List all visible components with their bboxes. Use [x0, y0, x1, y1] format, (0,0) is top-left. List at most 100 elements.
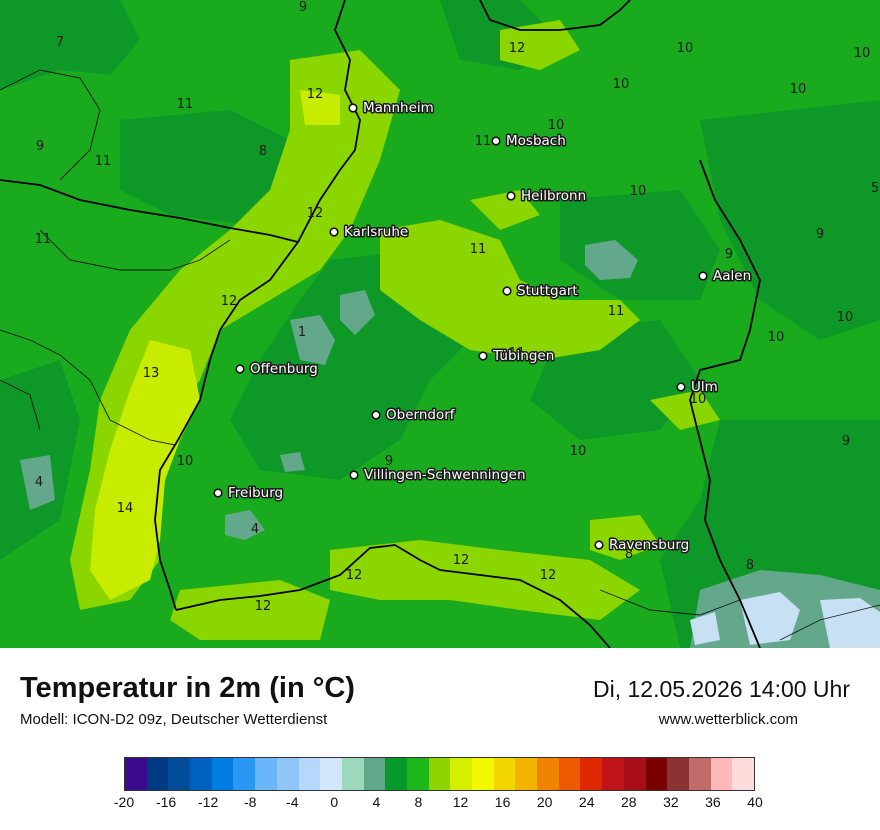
city-marker[interactable]: Mosbach: [491, 132, 567, 151]
isoline-value: 12: [453, 553, 470, 568]
city-label: Villingen-Schwenningen: [364, 467, 526, 483]
city-marker[interactable]: Ravensburg: [594, 536, 691, 555]
city-marker[interactable]: Stuttgart: [502, 282, 579, 301]
isoline-value: 12: [255, 599, 272, 614]
isoline-value: 10: [768, 330, 785, 345]
website-link[interactable]: www.wetterblick.com: [658, 711, 798, 728]
city-dot: [349, 470, 359, 480]
scale-tick-label: 20: [536, 794, 553, 810]
city-dot: [478, 351, 488, 361]
scale-tick-label: 12: [452, 794, 469, 810]
isoline-value: 9: [816, 227, 824, 242]
map-title: Temperatur in 2m (in °C): [20, 672, 355, 704]
scale-tick-label: 24: [578, 794, 595, 810]
city-label: Stuttgart: [517, 283, 578, 299]
scale-tick-label: -16: [155, 794, 177, 810]
scale-swatch: [710, 758, 733, 790]
temperature-map: 9 7 12 10 10 12 10 10 11 10 11 9 8 11 5 10 12 11 9 11 9 12 11 1…: [0, 0, 880, 648]
city-marker[interactable]: Oberndorf: [371, 406, 457, 425]
scale-swatch: [515, 758, 538, 790]
scale-swatch: [276, 758, 299, 790]
scale-swatch: [146, 758, 169, 790]
scale-swatch: [450, 758, 472, 790]
isoline-value: 12: [509, 41, 526, 56]
isoline-value: 10: [177, 454, 194, 469]
border-lines: [0, 0, 761, 648]
city-label: Ulm: [691, 379, 718, 395]
city-marker[interactable]: Offenburg: [235, 360, 319, 379]
city-dot: [348, 103, 358, 113]
city-dot: [235, 364, 245, 374]
city-label: Karlsruhe: [344, 224, 408, 240]
scale-swatch: [558, 758, 581, 790]
city-dot: [329, 227, 339, 237]
city-dot: [506, 191, 516, 201]
isoline-value: 11: [177, 97, 194, 112]
scale-swatch: [645, 758, 668, 790]
city-label: Mosbach: [506, 133, 566, 149]
scale-tick-label: -4: [286, 794, 299, 810]
color-scale: [124, 757, 755, 791]
isoline-value: 1: [298, 325, 306, 340]
city-dot: [213, 488, 223, 498]
scale-swatch: [320, 758, 342, 790]
model-info: Modell: ICON-D2 09z, Deutscher Wetterdie…: [20, 711, 328, 728]
city-dot: [698, 271, 708, 281]
isoline-value: 11: [35, 232, 52, 247]
isoline-value: 10: [677, 41, 694, 56]
scale-swatch: [385, 758, 407, 790]
isoline-value: 10: [790, 82, 807, 97]
scale-swatch: [537, 758, 559, 790]
city-label: Aalen: [713, 268, 751, 284]
city-marker[interactable]: Mannheim: [348, 99, 435, 118]
city-dot: [491, 136, 501, 146]
city-label: Mannheim: [363, 100, 434, 116]
scale-tick-label: 4: [372, 794, 381, 810]
isoline-value: 9: [842, 434, 850, 449]
scale-swatch: [493, 758, 516, 790]
scale-swatch: [428, 758, 451, 790]
district-lines: [0, 69, 880, 641]
scale-tick-label: 28: [621, 794, 637, 810]
scale-swatch: [688, 758, 711, 790]
scale-swatch: [168, 758, 191, 790]
isoline-value: 12: [540, 568, 557, 583]
scale-swatch: [580, 758, 603, 790]
city-marker[interactable]: Tübingen: [478, 347, 556, 366]
city-marker[interactable]: Ulm: [676, 378, 719, 397]
isoline-value: 10: [630, 184, 647, 199]
isoline-value: 9: [299, 0, 307, 15]
city-label: Ravensburg: [609, 537, 689, 553]
city-label: Freiburg: [228, 485, 283, 501]
scale-swatch: [602, 758, 624, 790]
forecast-datetime: Di, 12.05.2026 14:00 Uhr: [592, 676, 850, 702]
scale-tick-label: 8: [414, 794, 423, 810]
isoline-value: 4: [251, 522, 259, 537]
city-dot: [371, 410, 381, 420]
scale-swatch: [125, 758, 147, 790]
isoline-value: 11: [470, 242, 487, 257]
city-marker[interactable]: Villingen-Schwenningen: [349, 466, 527, 485]
isoline-value: 10: [690, 392, 707, 407]
isoline-value: 11: [608, 304, 625, 319]
scale-swatch: [363, 758, 386, 790]
scale-swatch: [211, 758, 234, 790]
city-marker[interactable]: Aalen: [698, 267, 753, 286]
scale-tick-label: 16: [494, 794, 511, 810]
scale-swatch: [341, 758, 364, 790]
city-label: Tübingen: [492, 348, 554, 364]
scale-tick-label: 0: [330, 794, 339, 810]
city-marker[interactable]: Freiburg: [213, 484, 285, 503]
scale-tick-label: -12: [198, 794, 219, 810]
isoline-value: 10: [613, 77, 630, 92]
scale-swatch: [233, 758, 256, 790]
isoline-value: 13: [143, 366, 160, 381]
city-marker[interactable]: Karlsruhe: [329, 223, 410, 242]
scale-swatch: [190, 758, 212, 790]
scale-ticks: -20 -16 -12 -8 -4 0 4 8 12 16 20 24 28 32 36 40: [0, 794, 880, 816]
scale-swatch: [623, 758, 646, 790]
isoline-value: 5: [871, 181, 879, 196]
city-marker[interactable]: Heilbronn: [506, 187, 588, 206]
